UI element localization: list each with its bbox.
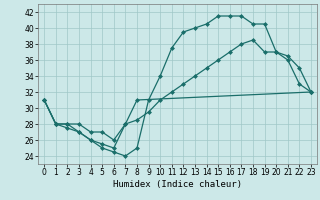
X-axis label: Humidex (Indice chaleur): Humidex (Indice chaleur) xyxy=(113,180,242,189)
